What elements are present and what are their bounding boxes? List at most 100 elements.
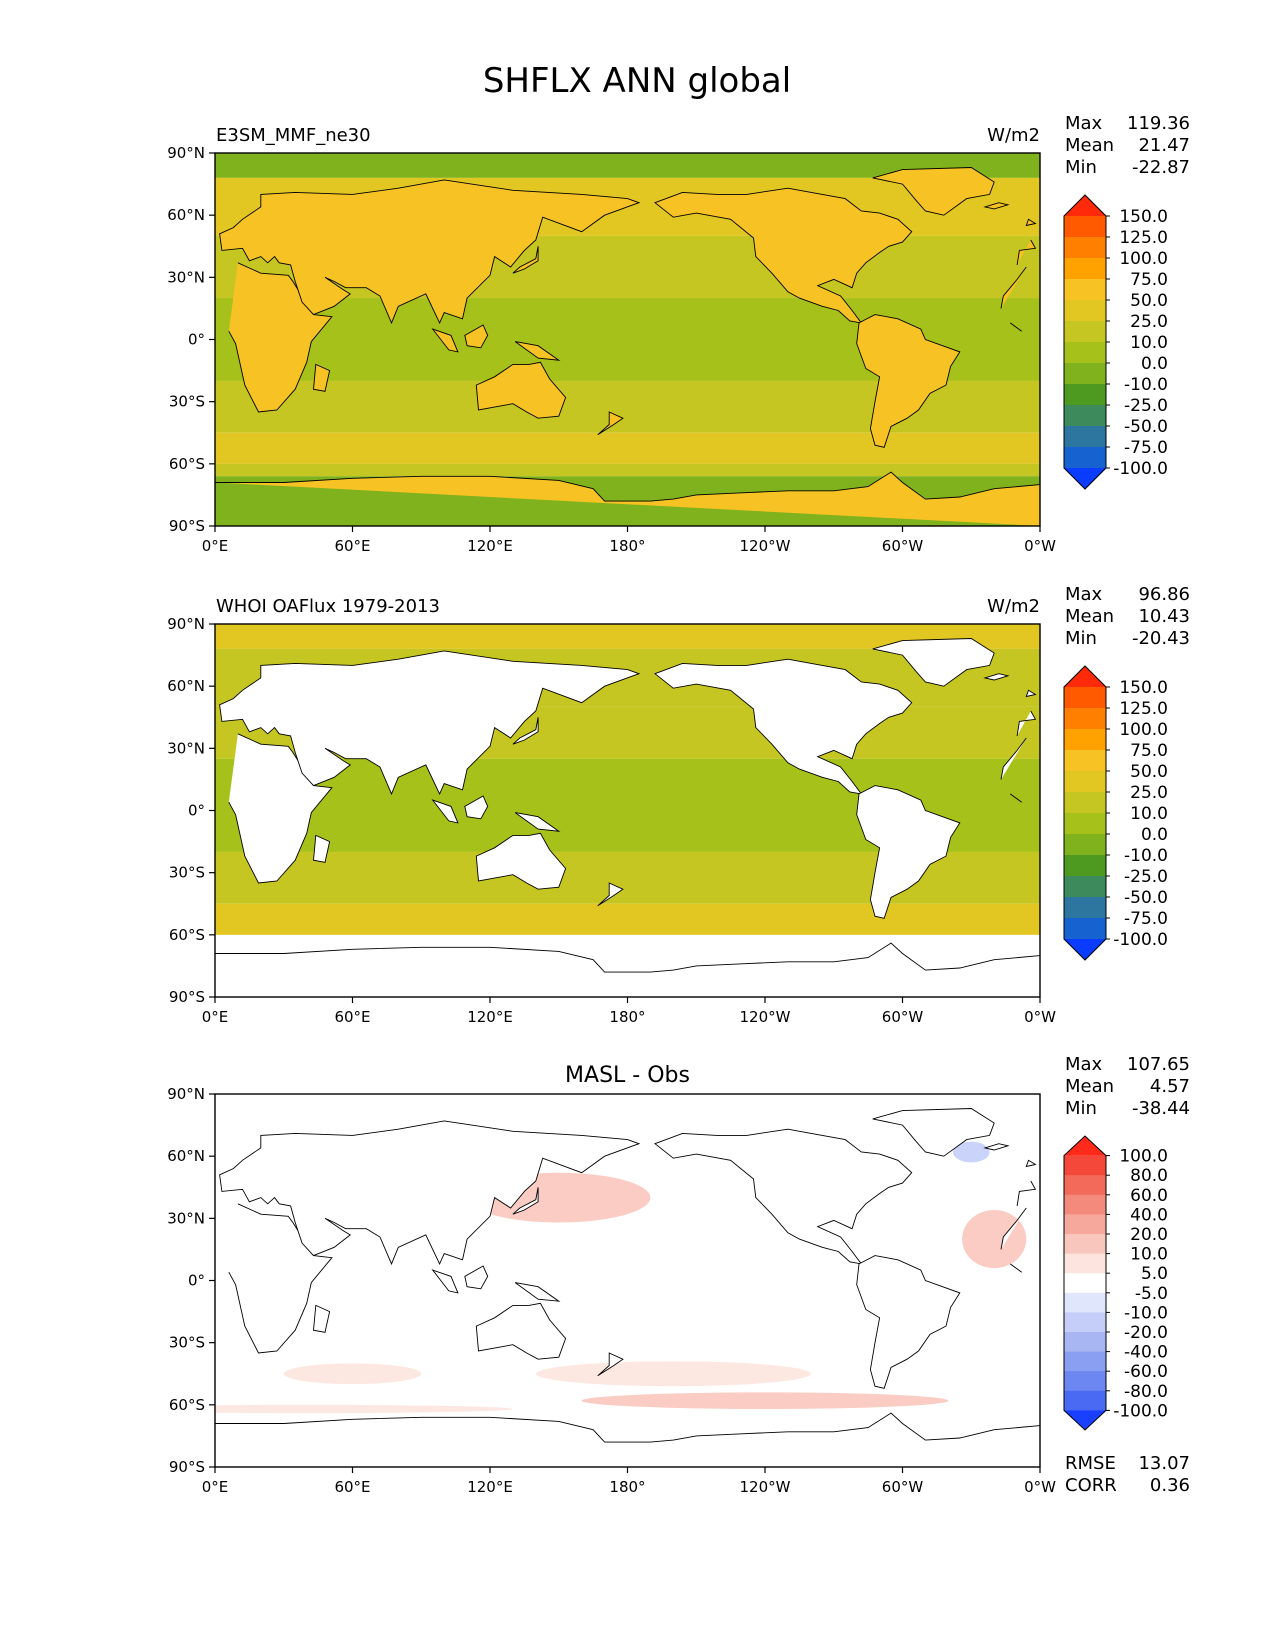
lon-tick-label: 0°E [202, 1478, 229, 1496]
colorbar: 150.0125.0100.075.050.025.010.00.0-10.0-… [1063, 194, 1168, 490]
colorbar-tick-label: 0.0 [1141, 825, 1168, 845]
coastline-eurasia [219, 1120, 1037, 1266]
lat-tick-label: 30°N [167, 739, 205, 757]
lat-tick-label: 60°S [169, 455, 205, 473]
stat-label: Max [1065, 584, 1103, 605]
colorbar-tick-label: 150.0 [1119, 207, 1168, 227]
colorbar-tick-label: -10.0 [1124, 846, 1168, 866]
coastline-north-america [654, 658, 913, 795]
colorbar-tick-label: -50.0 [1124, 888, 1168, 908]
lat-tick-label: 30°N [167, 268, 205, 286]
lon-tick-label: 60°E [334, 1478, 370, 1496]
lon-tick-label: 180° [609, 1478, 645, 1496]
map-panel-2: 90°N 60°N 30°N 0° 30°S 60°S 90°S 0°E 60°E 120°E 18… [167, 584, 1190, 1026]
lat-tick-label: 0° [188, 802, 205, 820]
coastline-new-zealand [597, 1352, 624, 1377]
stat-label: Mean [1065, 1076, 1114, 1097]
colorbar-tick-label: 100.0 [1119, 249, 1168, 269]
lon-tick-label: 180° [609, 537, 645, 555]
map-panel-3: 90°N 60°N 30°N 0° 30°S 60°S 90°S 0°E 60°E 120°E 18… [167, 1054, 1190, 1496]
lat-tick-label: 30°S [169, 864, 205, 882]
lat-tick-label: 90°N [167, 1085, 205, 1103]
colorbar-tick-label: -100.0 [1113, 930, 1168, 950]
stat-value-min: -22.87 [1132, 157, 1190, 178]
lon-tick-label: 60°E [334, 537, 370, 555]
lat-tick-label: 90°S [169, 517, 205, 535]
colorbar-tick-label: 40.0 [1130, 1205, 1168, 1225]
coastline-new-guinea [514, 341, 561, 361]
coastline-south-america [856, 1255, 961, 1389]
lon-tick-label: 120°W [740, 537, 791, 555]
colorbar-tick-label: 75.0 [1130, 270, 1168, 290]
coastline-madagascar [313, 1304, 331, 1333]
coastline-madagascar [313, 363, 331, 392]
coastline-eurasia [219, 179, 1037, 325]
colorbar-tick-label: -5.0 [1135, 1284, 1168, 1304]
lat-tick-label: 30°S [169, 393, 205, 411]
lat-tick-label: 30°S [169, 1334, 205, 1352]
coastline-greenland [872, 1108, 995, 1157]
coastline-madagascar [313, 834, 331, 863]
colorbar-tick-label: 10.0 [1130, 333, 1168, 353]
coastline-japan [512, 1187, 539, 1215]
lon-tick-label: 0°W [1024, 1478, 1056, 1496]
lat-tick-label: 60°S [169, 1396, 205, 1414]
panel-units: W/m2 [987, 596, 1040, 617]
colorbar-tick-label: -75.0 [1124, 909, 1168, 929]
lon-tick-label: 0°E [202, 537, 229, 555]
colorbar-tick-label: -25.0 [1124, 867, 1168, 887]
coastline-uk [1025, 689, 1037, 698]
colorbar-tick-label: 125.0 [1119, 699, 1168, 719]
lat-tick-label: 0° [188, 1272, 205, 1290]
lon-tick-label: 120°W [740, 1008, 791, 1026]
stat-label: Min [1065, 1098, 1097, 1119]
figure-title: SHFLX ANN global [483, 61, 791, 101]
stat-label: Mean [1065, 606, 1114, 627]
coastline-australia [475, 832, 567, 890]
coastline-africa [228, 262, 1027, 413]
stat-value-mean: 21.47 [1138, 135, 1190, 156]
colorbar-tick-label: -50.0 [1124, 417, 1168, 437]
lat-tick-label: 90°S [169, 988, 205, 1006]
lon-tick-label: 60°W [882, 537, 924, 555]
lon-tick-label: 120°E [467, 1008, 513, 1026]
coastline-australia [475, 1302, 567, 1360]
coastline-eurasia [219, 650, 1037, 796]
lon-tick-label: 0°E [202, 1008, 229, 1026]
colorbar-tick-label: 125.0 [1119, 228, 1168, 248]
coastline-sumatra [431, 1269, 459, 1294]
colorbar-tick-label: 20.0 [1130, 1225, 1168, 1245]
colorbar-tick-label: 25.0 [1130, 312, 1168, 332]
coastline-iceland [983, 202, 1010, 210]
stat-value-min: -38.44 [1132, 1098, 1190, 1119]
lat-tick-label: 30°N [167, 1209, 205, 1227]
coastline-sumatra [431, 799, 459, 824]
lat-tick-label: 60°N [167, 1147, 205, 1165]
coastline-borneo [464, 1265, 489, 1290]
coastline-north-america [654, 187, 913, 324]
coastline-antarctica [215, 471, 1040, 526]
colorbar-tick-label: 150.0 [1119, 678, 1168, 698]
metric-value-corr: 0.36 [1150, 1475, 1190, 1496]
colorbar-tick-label: 100.0 [1119, 1147, 1168, 1167]
lon-tick-label: 120°E [467, 1478, 513, 1496]
coastline-uk [1025, 1159, 1037, 1168]
colorbar-tick-label: 0.0 [1141, 354, 1168, 374]
colorbar: 100.080.060.040.020.010.05.0-5.0-10.0-20… [1063, 1135, 1168, 1431]
coastline-japan [512, 717, 539, 745]
colorbar-tick-label: 25.0 [1130, 783, 1168, 803]
lat-tick-label: 90°S [169, 1458, 205, 1476]
lat-tick-label: 60°N [167, 677, 205, 695]
coastline-iceland [983, 673, 1010, 681]
lon-tick-label: 60°W [882, 1478, 924, 1496]
stat-value-mean: 4.57 [1150, 1076, 1190, 1097]
coastline-antarctica [215, 1412, 1040, 1467]
panel-center-title: MASL - Obs [565, 1063, 690, 1088]
stat-label: Max [1065, 1054, 1103, 1075]
colorbar-tick-label: -75.0 [1124, 438, 1168, 458]
coastline-north-america [654, 1128, 913, 1265]
stat-value-max: 96.86 [1138, 584, 1190, 605]
coastline-antarctica [215, 942, 1040, 997]
panel-left-title: E3SM_MMF_ne30 [216, 125, 371, 146]
